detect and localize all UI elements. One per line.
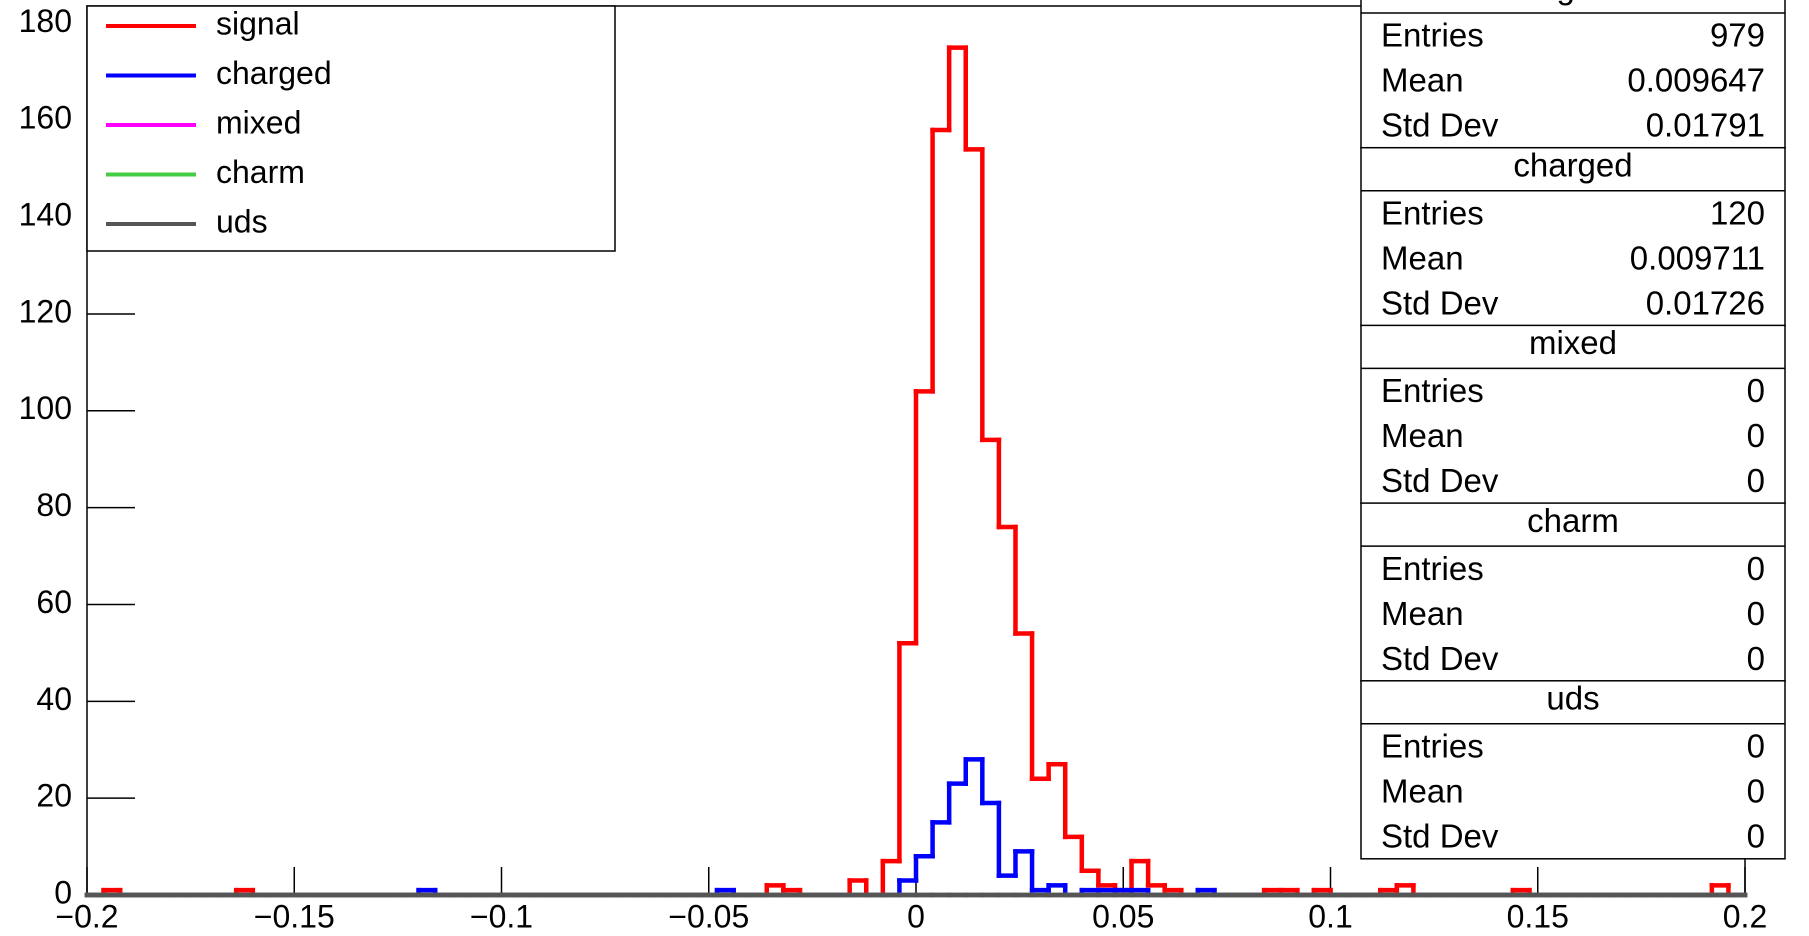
- legend-label: mixed: [216, 104, 301, 140]
- y-tick-label: 80: [36, 487, 72, 523]
- stats-value: 0: [1747, 773, 1765, 810]
- legend-box: [86, 5, 616, 252]
- stats-frame: [1360, 680, 1786, 860]
- x-tick-label: 0.15: [1507, 898, 1569, 934]
- stats-frame: [1360, 324, 1786, 505]
- y-tick-label: 180: [19, 3, 72, 39]
- stats-label: Std Dev: [1381, 284, 1499, 321]
- stats-value: 0.01726: [1646, 284, 1765, 321]
- stats-value: 979: [1710, 17, 1765, 54]
- legend-label: signal: [216, 5, 300, 41]
- stats-box: mixed Entries 0 Mean 0 Std Dev 0: [1360, 324, 1786, 505]
- x-tick-label: 0.2: [1723, 898, 1767, 934]
- y-tick-label: 140: [19, 197, 72, 233]
- x-tick-label: 0: [907, 898, 925, 934]
- stats-value: 0.01791: [1646, 107, 1765, 144]
- stats-value: 0: [1747, 417, 1765, 454]
- stats-value: 0.009647: [1627, 62, 1765, 99]
- stats-title: charged: [1513, 146, 1632, 183]
- stats-label: Std Dev: [1381, 107, 1499, 144]
- x-tick-label: −0.2: [55, 898, 118, 934]
- y-tick-label: 100: [19, 390, 72, 426]
- y-tick-label: 60: [36, 584, 72, 620]
- stats-label: Entries: [1381, 372, 1484, 409]
- stats-label: Mean: [1381, 417, 1464, 454]
- stats-label: Std Dev: [1381, 462, 1499, 499]
- stats-label: Std Dev: [1381, 818, 1499, 855]
- stats-title: uds: [1546, 680, 1599, 717]
- stats-label: Mean: [1381, 239, 1464, 276]
- stats-frame: [1360, 0, 1786, 149]
- stats-box: uds Entries 0 Mean 0 Std Dev 0: [1360, 680, 1786, 860]
- stats-value: 0: [1747, 462, 1765, 499]
- x-tick-label: 0.1: [1308, 898, 1352, 934]
- stats-label: Entries: [1381, 550, 1484, 587]
- x-tick-label: −0.15: [254, 898, 335, 934]
- stats-value: 0: [1747, 595, 1765, 632]
- stats-title: mixed: [1529, 324, 1617, 361]
- y-tick-label: 0: [54, 874, 72, 910]
- legend-label: uds: [216, 203, 268, 239]
- stats-box: Signal Entries 979 Mean 0.009647 Std Dev 0.017…: [1360, 0, 1786, 149]
- stats-value: 0: [1747, 640, 1765, 677]
- stats-label: Entries: [1381, 17, 1484, 54]
- legend-label: charm: [216, 154, 305, 190]
- y-tick-label: 160: [19, 100, 72, 136]
- stats-value: 0.009711: [1630, 239, 1765, 276]
- stats-title: charm: [1527, 502, 1619, 539]
- stats-box: charged Entries 120 Mean 0.009711 Std Dev 0.01…: [1360, 146, 1786, 327]
- y-tick-label: 120: [19, 293, 72, 329]
- stats-title: Signal: [1527, 0, 1619, 6]
- stats-label: Mean: [1381, 773, 1464, 810]
- stats-label: Std Dev: [1381, 640, 1499, 677]
- stats-label: Mean: [1381, 595, 1464, 632]
- stats-label: Entries: [1381, 728, 1484, 765]
- stats-label: Entries: [1381, 194, 1484, 231]
- stats-frame: [1360, 502, 1786, 682]
- stats-value: 0: [1747, 550, 1765, 587]
- stats-box: charm Entries 0 Mean 0 Std Dev 0: [1360, 502, 1786, 682]
- x-tick-label: −0.1: [470, 898, 533, 934]
- y-tick-label: 20: [36, 778, 72, 814]
- x-tick-label: 0.05: [1092, 898, 1154, 934]
- y-tick-label: 40: [36, 681, 72, 717]
- x-tick-label: −0.05: [668, 898, 749, 934]
- stats-value: 120: [1710, 194, 1765, 231]
- legend: signal charged mixed charm uds: [86, 5, 616, 252]
- stats-value: 0: [1747, 818, 1765, 855]
- stats-value: 0: [1747, 372, 1765, 409]
- legend-label: charged: [216, 55, 332, 91]
- stats-value: 0: [1747, 728, 1765, 765]
- stats-frame: [1360, 146, 1786, 327]
- stats-label: Mean: [1381, 62, 1464, 99]
